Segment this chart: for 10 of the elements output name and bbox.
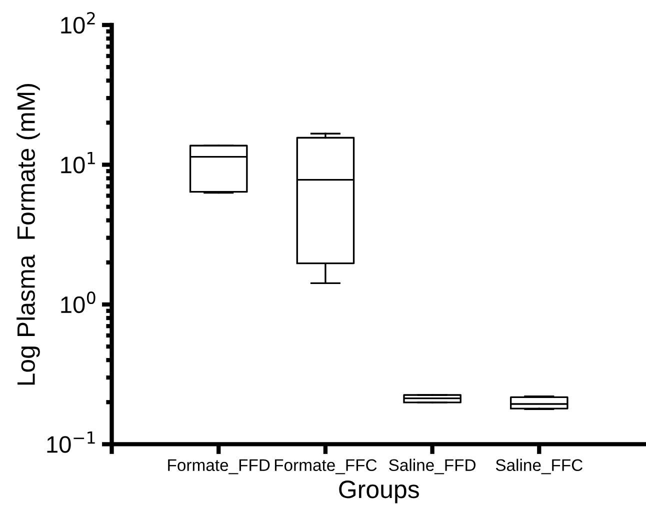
- y-axis-title: Log Plasma Formate (mM): [16, 84, 40, 385]
- x-tick-label: Saline_FFC: [496, 458, 583, 474]
- y-tick-label: 10$^{2}$: [61, 12, 95, 34]
- y-tick-label: 10$^{1}$: [61, 152, 95, 174]
- x-tick-label: Saline_FFD: [389, 458, 476, 474]
- x-axis-title: Groups: [339, 480, 419, 504]
- y-tick-label: 10$^{−1}$: [47, 432, 95, 453]
- x-tick-label: Formate_FFD: [168, 459, 270, 474]
- x-tick-label: Formate_FFC: [274, 459, 377, 474]
- y-tick-label: 10$^{0}$: [61, 292, 96, 314]
